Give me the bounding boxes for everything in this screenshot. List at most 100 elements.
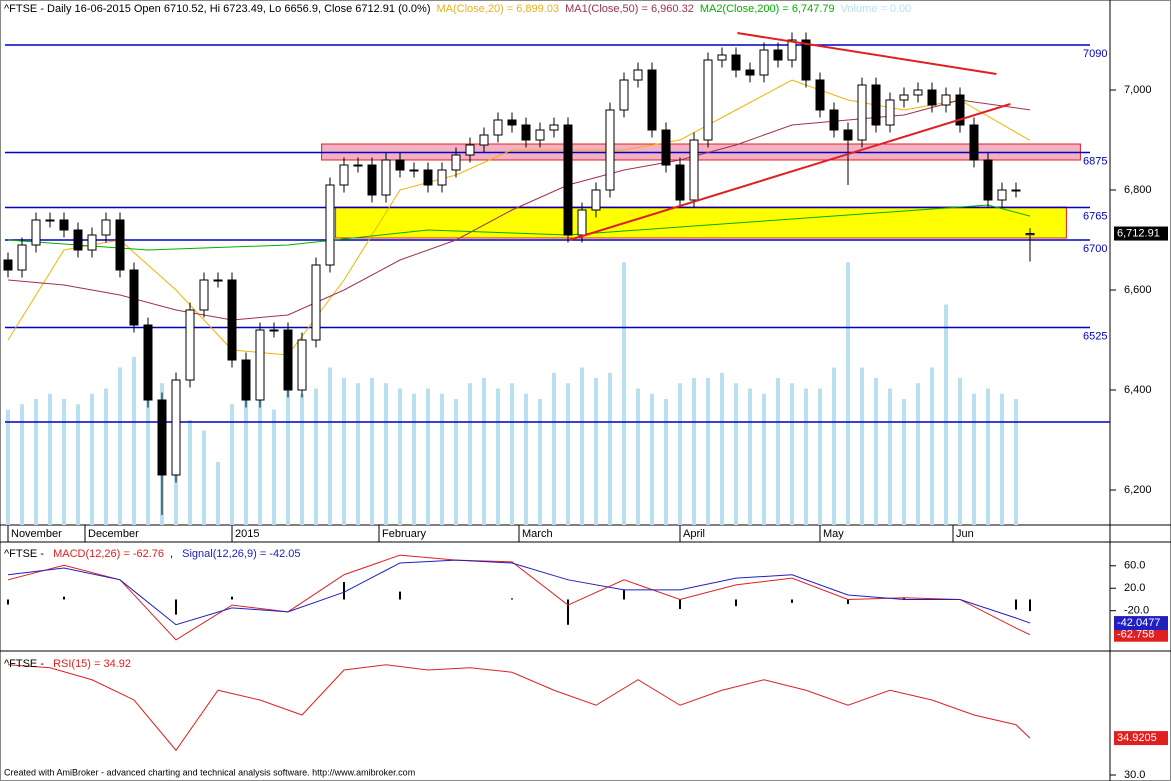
candle-body: [703, 59, 713, 141]
candle-body: [409, 169, 419, 172]
y-tick-label: 6,600: [1124, 284, 1152, 296]
candle-body: [479, 134, 489, 146]
candle-body: [1011, 189, 1021, 192]
candle-body: [647, 69, 657, 131]
candle-body: [619, 79, 629, 111]
trend-line: [569, 103, 1011, 241]
candle-body: [171, 379, 181, 476]
x-tick-label: April: [683, 528, 705, 540]
volume-bar: [34, 399, 38, 525]
candle-body: [913, 89, 923, 96]
candle-body: [549, 124, 559, 131]
volume-bar: [692, 378, 696, 525]
footer: Created with AmiBroker - advanced charti…: [4, 767, 415, 777]
volume-bar: [510, 383, 514, 525]
candle-body: [101, 219, 111, 236]
candle-body: [535, 129, 545, 141]
last-value-label-box: [1114, 731, 1168, 746]
candle-body: [3, 259, 13, 271]
candle-body: [325, 184, 335, 266]
volume-bar: [874, 378, 878, 525]
volume-bar: [118, 367, 122, 525]
candle-body: [745, 69, 755, 76]
candle-body: [381, 159, 391, 196]
volume-bar: [258, 399, 262, 525]
candle-body: [31, 219, 41, 246]
title-segment: Signal(12,26,9) = -42.05: [182, 548, 300, 560]
zone: [335, 206, 1067, 239]
series-line: [7, 554, 1031, 641]
candle-body: [759, 49, 769, 76]
candle-body: [17, 244, 27, 271]
candle-body: [983, 159, 993, 201]
candle-body: [395, 159, 405, 171]
candle-body: [73, 229, 83, 251]
volume-bar: [776, 378, 780, 525]
volume-bar: [594, 378, 598, 525]
candle-body: [521, 124, 531, 141]
volume-bar: [342, 378, 346, 525]
volume-bar: [664, 399, 668, 525]
volume-bar: [244, 393, 248, 525]
level-label: 6525: [1083, 330, 1107, 342]
last-price-label: 6,712.91: [1117, 227, 1160, 239]
last-value-label: -62.758: [1117, 629, 1154, 641]
candle-body: [563, 124, 573, 236]
volume-bar: [622, 262, 626, 525]
last-price-box: [1114, 226, 1168, 241]
candle-body: [367, 164, 377, 196]
candle-body: [59, 219, 69, 231]
volume-bar: [468, 383, 472, 525]
volume-bar: [496, 388, 500, 525]
x-tick-label: November: [11, 528, 62, 540]
candle-body: [633, 69, 643, 81]
candle-body: [955, 94, 965, 126]
volume-bar: [146, 372, 150, 525]
level-label: 6875: [1083, 155, 1107, 167]
volume-bar: [790, 383, 794, 525]
volume-bar: [132, 357, 136, 525]
candle-body: [227, 279, 237, 361]
panel-title: ^FTSE - Daily 16-06-2015 Open 6710.52, H…: [4, 3, 911, 15]
volume-bar: [678, 383, 682, 525]
volume-bar: [986, 388, 990, 525]
volume-bar: [748, 388, 752, 525]
title-segment: MACD(12,26) = -62.76: [53, 548, 164, 560]
volume-bar: [566, 383, 570, 525]
candle-body: [143, 324, 153, 401]
x-tick-label: March: [522, 528, 553, 540]
title-segment: ,: [170, 548, 176, 560]
candle-body: [731, 54, 741, 71]
level-label: 7090: [1083, 48, 1107, 60]
candle-body: [717, 54, 727, 61]
candle-body: [423, 169, 433, 186]
volume-bar: [482, 378, 486, 525]
volume-bar: [20, 404, 24, 525]
y-tick-label: 7,000: [1124, 84, 1152, 96]
volume-bar: [538, 399, 542, 525]
volume-bar: [328, 367, 332, 525]
volume-bar: [972, 393, 976, 525]
title-segment: ^FTSE -: [4, 658, 47, 670]
last-value-label: -42.0477: [1117, 617, 1160, 629]
volume-bar: [706, 378, 710, 525]
candle-body: [815, 79, 825, 111]
volume-bar: [398, 388, 402, 525]
candle-body: [353, 164, 363, 167]
y-tick-label: -20.0: [1124, 605, 1149, 617]
candle-body: [199, 279, 209, 311]
x-tick-label: Jun: [956, 528, 974, 540]
volume-bar: [412, 393, 416, 525]
volume-bar: [734, 383, 738, 525]
level-label: 6765: [1083, 210, 1107, 222]
x-tick-label: May: [823, 528, 844, 540]
candle-body: [885, 99, 895, 126]
series-line: [7, 559, 1031, 626]
candle-body: [773, 49, 783, 61]
candle-body: [927, 89, 937, 106]
candle-body: [241, 359, 251, 401]
candle-body: [899, 94, 909, 101]
volume-bar: [832, 367, 836, 525]
candle-body: [661, 129, 671, 166]
title-segment: ^FTSE -: [4, 548, 47, 560]
